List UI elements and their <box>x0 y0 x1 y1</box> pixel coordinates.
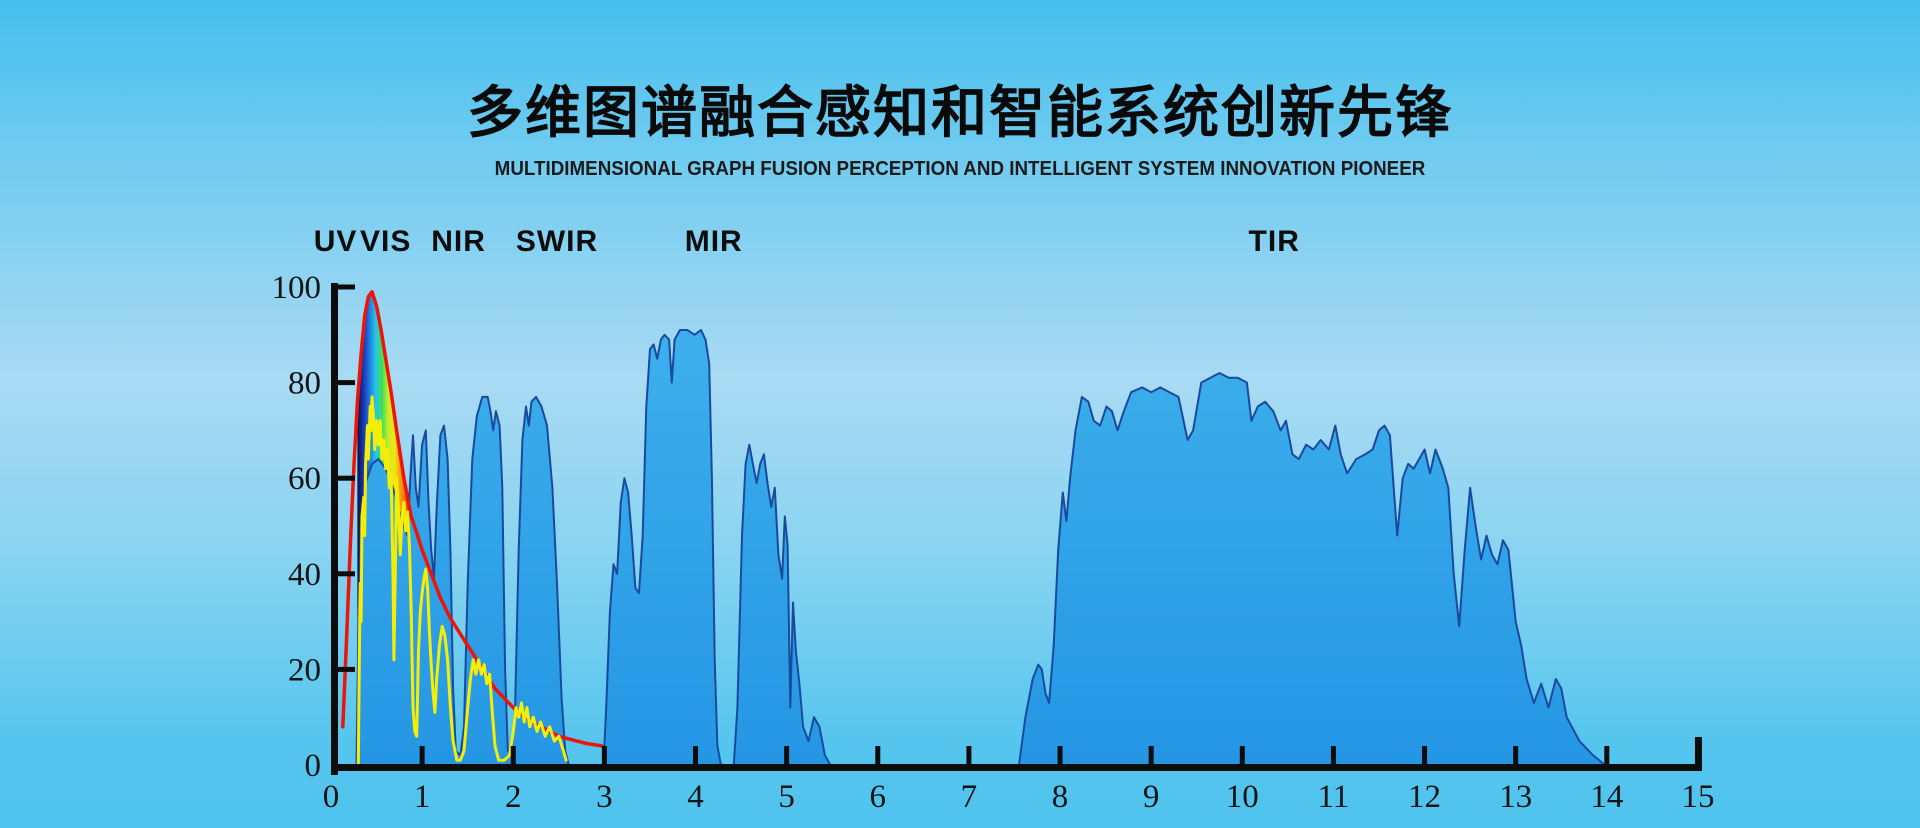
atmospheric-transmission-area <box>355 329 1606 766</box>
x-tick-label: 5 <box>778 779 795 815</box>
y-tick-label: 20 <box>288 652 321 688</box>
band-label-mir: MIR <box>685 225 743 258</box>
page-subtitle: MULTIDIMENSIONAL GRAPH FUSION PERCEPTION… <box>494 158 1426 180</box>
solar-irradiance-curve <box>356 395 568 767</box>
y-tick-label: 0 <box>305 748 322 784</box>
x-tick-label: 9 <box>1143 779 1160 815</box>
x-tick-label: 7 <box>961 779 978 815</box>
y-axis-line <box>331 283 338 775</box>
x-tick <box>601 746 607 764</box>
y-tick <box>338 284 355 290</box>
x-tick <box>1422 746 1428 764</box>
x-tick <box>1148 746 1154 764</box>
y-tick <box>338 380 355 386</box>
visible-spectrum-rainbow-area <box>357 291 409 699</box>
x-tick <box>1513 746 1519 764</box>
band-label-swir: SWIR <box>516 225 598 258</box>
y-tick <box>338 571 355 577</box>
band-label-tir: TIR <box>1249 225 1300 258</box>
band-label-uv: UV <box>314 225 358 258</box>
x-tick-label: 14 <box>1590 779 1623 815</box>
x-tick-label: 6 <box>870 779 887 815</box>
x-tick <box>875 746 881 764</box>
y-tick-label: 40 <box>288 557 321 593</box>
x-tick-label: 10 <box>1226 779 1259 815</box>
x-tick <box>1057 746 1063 764</box>
x-axis-end-cap <box>1694 737 1702 771</box>
x-axis-line <box>331 764 1702 771</box>
y-tick <box>338 475 355 481</box>
band-labels: UV VIS NIR SWIR MIR TIR <box>314 225 1300 258</box>
page-title: 多维图谱融合感知和智能系统创新先锋 <box>467 81 1453 144</box>
y-tick <box>338 666 355 672</box>
x-tick <box>966 746 972 764</box>
x-tick-label: 13 <box>1499 779 1532 815</box>
x-tick <box>419 746 425 764</box>
x-tick <box>510 746 516 764</box>
y-tick-label: 60 <box>288 461 321 497</box>
x-tick <box>693 746 699 764</box>
x-tick-label: 2 <box>505 779 522 815</box>
x-tick-label: 3 <box>596 779 613 815</box>
band-label-nir: NIR <box>431 225 486 258</box>
x-tick-label: 12 <box>1408 779 1441 815</box>
x-tick-label: 1 <box>414 779 431 815</box>
band-label-vis: VIS <box>360 225 411 258</box>
x-tick-label: 11 <box>1318 779 1350 815</box>
x-tick <box>1330 746 1336 764</box>
x-tick <box>1604 746 1610 764</box>
y-tick-label: 80 <box>288 366 321 402</box>
x-tick-label: 4 <box>687 779 704 815</box>
x-tick <box>1239 746 1245 764</box>
axes <box>331 283 1702 775</box>
x-tick-label: 0 <box>323 779 340 815</box>
x-tick-label: 15 <box>1681 779 1714 815</box>
y-tick-label: 100 <box>272 270 322 306</box>
x-tick-label: 8 <box>1052 779 1069 815</box>
x-tick <box>784 746 790 764</box>
